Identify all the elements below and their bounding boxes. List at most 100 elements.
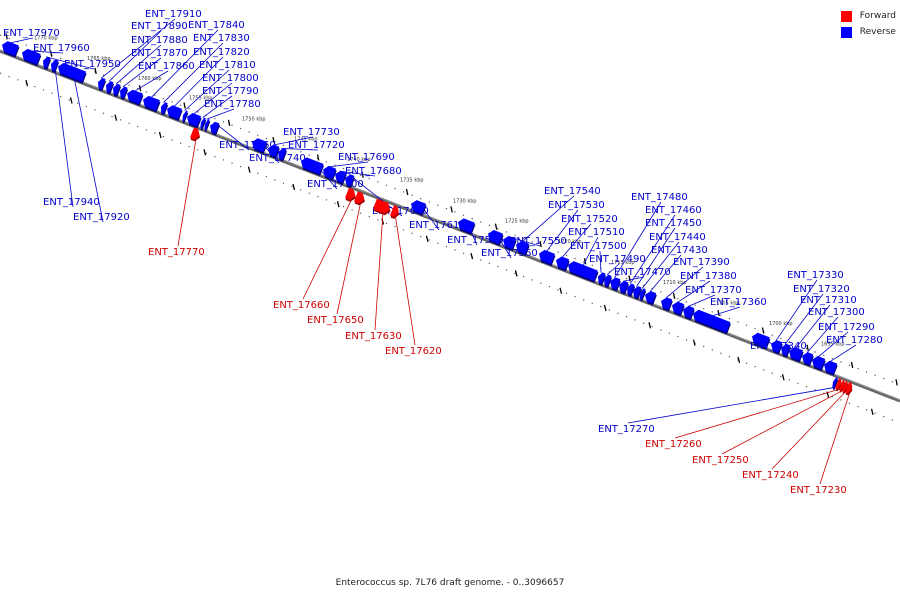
gene-ent-17360[interactable]	[690, 308, 731, 335]
gene-leader-line	[582, 236, 599, 266]
gene-ent-17960[interactable]	[19, 47, 42, 67]
gene-body	[832, 377, 838, 389]
gene-ent-17820[interactable]	[164, 104, 183, 122]
gene-ent-17510[interactable]	[565, 260, 599, 283]
gene-ent-17450[interactable]	[630, 285, 643, 300]
gene-body	[373, 198, 390, 214]
gene-ent-17610[interactable]	[408, 199, 427, 216]
gene-ent-17870[interactable]	[117, 86, 129, 100]
gene-ent-17260[interactable]	[834, 378, 843, 392]
gene-ent-17770[interactable]	[189, 127, 202, 143]
upper-major-tick	[361, 171, 364, 178]
gene-ent-17970[interactable]	[0, 40, 20, 58]
gene-ent-17550[interactable]	[500, 234, 517, 251]
gene-ent-17670[interactable]	[342, 173, 355, 189]
gene-ent-17560[interactable]	[485, 229, 504, 246]
gene-ent-17580[interactable]	[455, 217, 476, 235]
gene-label-ent-17670: ENT_17670	[372, 206, 429, 217]
gene-ent-17840[interactable]	[140, 94, 161, 113]
gene-label-ent-17540: ENT_17540	[544, 186, 601, 197]
gene-label-ent-17760: ENT_17760	[219, 140, 276, 151]
scale-label: 1715 kbp	[611, 260, 635, 266]
gene-label-ent-17910: ENT_17910	[145, 9, 202, 20]
scale-label: 1735 kbp	[400, 178, 424, 184]
gene-body	[143, 95, 160, 111]
gene-label-ent-17470: ENT_17470	[614, 267, 671, 278]
gene-ent-17910[interactable]	[95, 77, 107, 92]
gene-body	[598, 272, 606, 284]
upper-major-tick	[227, 119, 231, 126]
gene-ent-17890[interactable]	[103, 80, 115, 95]
scale-label: 1725 kbp	[505, 219, 529, 225]
gene-ent-17940[interactable]	[48, 59, 60, 74]
gene-ent-17480[interactable]	[607, 276, 621, 292]
gene-ent-17740[interactable]	[249, 137, 268, 155]
gene-ent-17530[interactable]	[536, 248, 556, 267]
gene-ent-17300[interactable]	[799, 351, 814, 367]
upper-major-tick	[5, 33, 8, 40]
gene-ent-17280[interactable]	[821, 359, 838, 376]
gene-ent-17800[interactable]	[184, 112, 202, 129]
gene-ent-17470[interactable]	[616, 280, 629, 295]
gene-ent-17270[interactable]	[830, 377, 839, 391]
gene-ent-17520[interactable]	[553, 255, 570, 272]
gene-ent-17790[interactable]	[198, 117, 207, 131]
gene-ent-17320[interactable]	[778, 343, 791, 358]
gene-body	[633, 286, 642, 298]
gene-ent-17500[interactable]	[595, 271, 607, 286]
gene-ent-17810[interactable]	[180, 110, 189, 124]
gene-shade	[200, 119, 207, 131]
gene-ent-17880[interactable]	[110, 83, 122, 98]
gene-ent-17680[interactable]	[332, 169, 347, 185]
strand-legend: Forward Reverse	[840, 8, 896, 40]
gene-leader-line	[173, 56, 224, 107]
gene-ent-17370[interactable]	[680, 304, 695, 321]
upper-major-tick	[49, 50, 53, 57]
upper-major-tick	[895, 379, 898, 386]
gene-ent-17860[interactable]	[124, 88, 144, 106]
gene-body	[619, 280, 629, 293]
gene-ent-17310[interactable]	[786, 346, 804, 363]
gene-ent-17660[interactable]	[344, 187, 358, 203]
gene-ent-17540[interactable]	[513, 239, 530, 257]
gene-label-ent-17770: ENT_17770	[148, 247, 205, 258]
gene-ent-17380[interactable]	[669, 300, 685, 317]
gene-ent-17250[interactable]	[838, 379, 846, 393]
gene-ent-17730[interactable]	[265, 143, 280, 159]
gene-ent-17290[interactable]	[809, 355, 826, 372]
gene-leader-line	[627, 387, 835, 424]
gene-ent-17950[interactable]	[40, 56, 52, 70]
gene-ent-17830[interactable]	[158, 101, 169, 116]
lower-major-tick	[336, 201, 340, 208]
gene-leader-line	[193, 82, 233, 115]
upper-major-tick	[850, 361, 854, 369]
gene-ent-17620[interactable]	[389, 205, 401, 220]
gene-ent-17700[interactable]	[298, 156, 325, 177]
gene-label-ent-17390: ENT_17390	[673, 257, 730, 268]
gene-leader-line	[561, 223, 592, 258]
scale-label: 1765 kbp	[87, 56, 111, 62]
gene-ent-17780[interactable]	[202, 119, 211, 132]
gene-ent-17460[interactable]	[624, 283, 636, 298]
gene-leader-line	[649, 254, 682, 292]
gene-ent-17690[interactable]	[320, 164, 337, 181]
gene-ent-17230[interactable]	[844, 382, 854, 396]
gene-ent-17650[interactable]	[353, 191, 367, 206]
gene-ent-17240[interactable]	[841, 381, 849, 394]
gene-ent-17440[interactable]	[637, 288, 647, 302]
reverse-swatch	[840, 26, 852, 38]
gene-ent-17490[interactable]	[601, 274, 613, 289]
lower-major-tick	[114, 114, 118, 121]
gene-ent-17760[interactable]	[207, 121, 220, 136]
gene-leader-line	[795, 304, 831, 349]
gene-label-ent-17610: ENT_17610	[409, 220, 466, 231]
gene-ent-17330[interactable]	[768, 339, 783, 355]
gene-ent-17430[interactable]	[642, 290, 657, 306]
gene-ent-17630[interactable]	[372, 198, 393, 217]
gene-ent-17720[interactable]	[275, 147, 288, 162]
gene-label-ent-17490: ENT_17490	[589, 254, 646, 265]
gene-ent-17390[interactable]	[658, 296, 673, 312]
gene-ent-17920[interactable]	[55, 61, 87, 84]
gene-body	[113, 83, 121, 96]
gene-ent-17340[interactable]	[749, 331, 771, 350]
